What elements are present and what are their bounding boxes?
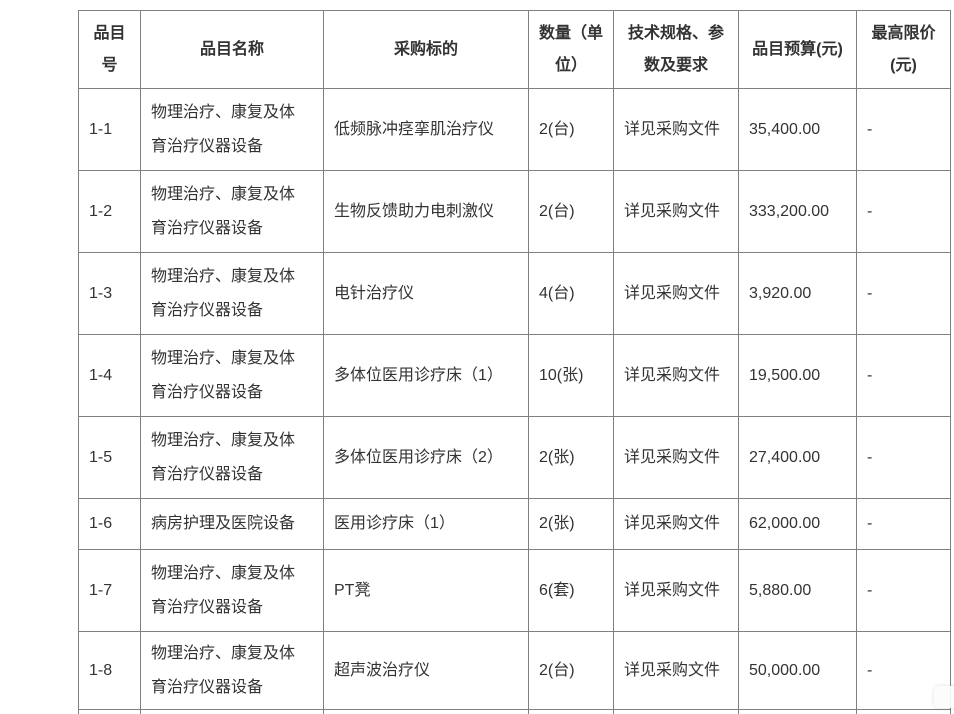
cell-max-price: - [856, 88, 951, 171]
cell-subject: 多体位医用诊疗床（2） [323, 416, 529, 499]
cell-max-price: - [856, 170, 951, 253]
cell-item-name: 物理治疗、康复及体育治疗仪器设备 [140, 334, 324, 417]
cell-max-price: - [856, 631, 951, 710]
header-cell-budget: 品目预算(元) [738, 10, 857, 89]
cell-spec: 详见采购文件 [613, 416, 739, 499]
cell-budget: 19,500.00 [738, 334, 857, 417]
table-row: 1-7 物理治疗、康复及体育治疗仪器设备 PT凳 6(套) 详见采购文件 5,8… [78, 549, 951, 632]
cell-item-name: 病房护理及医院设备 [140, 498, 324, 550]
item-name-text: 病房护理及医院设备 [151, 515, 296, 533]
table-row: 1-6 病房护理及医院设备 医用诊疗床（1） 2(张) 详见采购文件 62,00… [78, 498, 951, 550]
cell-item-name: 物理治疗、康复及体育治疗仪器设备 [140, 631, 324, 710]
item-name-text: 物理治疗、康复及体育治疗仪器设备 [151, 349, 296, 401]
cell-spec: 详见采购文件 [613, 170, 739, 253]
cell-budget: 333,200.00 [738, 170, 857, 253]
item-name-text: 物理治疗、康复及体育治疗仪器设备 [151, 185, 296, 237]
cell-item-name: 物理治疗、康复及体育治疗仪器设备 [140, 549, 324, 632]
cell-subject: 生物反馈助力电刺激仪 [323, 170, 529, 253]
floating-widget[interactable] [934, 686, 954, 708]
header-cell-quantity: 数量（单位） [528, 10, 614, 89]
table-row-partial [78, 709, 951, 714]
procurement-items-table: 品目号 品目名称 采购标的 数量（单位） 技术规格、参数及要求 品目预算(元) … [78, 10, 951, 714]
cell-quantity: 4(台) [528, 252, 614, 335]
cell-budget: 62,000.00 [738, 498, 857, 550]
cell-item-no: 1-3 [78, 252, 141, 335]
cell-item-name: 物理治疗、康复及体育治疗仪器设备 [140, 170, 324, 253]
cell-budget [738, 709, 857, 714]
cell-item-no: 1-7 [78, 549, 141, 632]
cell-item-name [140, 709, 324, 714]
cell-subject [323, 709, 529, 714]
cell-spec: 详见采购文件 [613, 252, 739, 335]
cell-item-no: 1-1 [78, 88, 141, 171]
table-row: 1-2 物理治疗、康复及体育治疗仪器设备 生物反馈助力电刺激仪 2(台) 详见采… [78, 170, 951, 253]
cell-budget: 27,400.00 [738, 416, 857, 499]
cell-item-name: 物理治疗、康复及体育治疗仪器设备 [140, 252, 324, 335]
procurement-table-wrap: 品目号 品目名称 采购标的 数量（单位） 技术规格、参数及要求 品目预算(元) … [78, 10, 951, 714]
cell-max-price: - [856, 498, 951, 550]
header-row: 品目号 品目名称 采购标的 数量（单位） 技术规格、参数及要求 品目预算(元) … [78, 10, 951, 89]
cell-max-price: - [856, 334, 951, 417]
cell-item-no: 1-6 [78, 498, 141, 550]
cell-quantity: 2(张) [528, 416, 614, 499]
table-row: 1-4 物理治疗、康复及体育治疗仪器设备 多体位医用诊疗床（1） 10(张) 详… [78, 334, 951, 417]
cell-subject: PT凳 [323, 549, 529, 632]
item-name-text: 物理治疗、康复及体育治疗仪器设备 [151, 103, 296, 155]
cell-item-no: 1-5 [78, 416, 141, 499]
cell-item-name: 物理治疗、康复及体育治疗仪器设备 [140, 88, 324, 171]
cell-quantity: 2(台) [528, 631, 614, 710]
header-cell-spec: 技术规格、参数及要求 [613, 10, 739, 89]
cell-quantity: 6(套) [528, 549, 614, 632]
cell-max-price [856, 709, 951, 714]
cell-subject: 电针治疗仪 [323, 252, 529, 335]
cell-budget: 35,400.00 [738, 88, 857, 171]
header-spec-text: 技术规格、参数及要求 [627, 24, 724, 74]
item-name-text: 物理治疗、康复及体育治疗仪器设备 [151, 644, 296, 696]
cell-spec [613, 709, 739, 714]
cell-budget: 5,880.00 [738, 549, 857, 632]
cell-subject: 超声波治疗仪 [323, 631, 529, 710]
table-row: 1-1 物理治疗、康复及体育治疗仪器设备 低频脉冲痉挛肌治疗仪 2(台) 详见采… [78, 88, 951, 171]
cell-item-no [78, 709, 141, 714]
cell-item-no: 1-2 [78, 170, 141, 253]
table-row: 1-3 物理治疗、康复及体育治疗仪器设备 电针治疗仪 4(台) 详见采购文件 3… [78, 252, 951, 335]
header-cell-subject: 采购标的 [323, 10, 529, 89]
item-name-text: 物理治疗、康复及体育治疗仪器设备 [151, 431, 296, 483]
cell-spec: 详见采购文件 [613, 88, 739, 171]
cell-max-price: - [856, 252, 951, 335]
table-row: 1-5 物理治疗、康复及体育治疗仪器设备 多体位医用诊疗床（2） 2(张) 详见… [78, 416, 951, 499]
cell-spec: 详见采购文件 [613, 334, 739, 417]
cell-item-name: 物理治疗、康复及体育治疗仪器设备 [140, 416, 324, 499]
cell-spec: 详见采购文件 [613, 498, 739, 550]
cell-item-no: 1-8 [78, 631, 141, 710]
cell-subject: 医用诊疗床（1） [323, 498, 529, 550]
cell-max-price: - [856, 416, 951, 499]
cell-quantity: 10(张) [528, 334, 614, 417]
item-name-text: 物理治疗、康复及体育治疗仪器设备 [151, 564, 296, 616]
cell-subject: 低频脉冲痉挛肌治疗仪 [323, 88, 529, 171]
cell-budget: 3,920.00 [738, 252, 857, 335]
header-cell-item-no: 品目号 [78, 10, 141, 89]
table-row: 1-8 物理治疗、康复及体育治疗仪器设备 超声波治疗仪 2(台) 详见采购文件 … [78, 631, 951, 710]
cell-spec: 详见采购文件 [613, 631, 739, 710]
cell-quantity: 2(台) [528, 170, 614, 253]
cell-subject: 多体位医用诊疗床（1） [323, 334, 529, 417]
item-name-text: 物理治疗、康复及体育治疗仪器设备 [151, 267, 296, 319]
cell-spec: 详见采购文件 [613, 549, 739, 632]
cell-quantity: 2(台) [528, 88, 614, 171]
cell-quantity [528, 709, 614, 714]
header-cell-max-price: 最高限价(元) [856, 10, 951, 89]
cell-item-no: 1-4 [78, 334, 141, 417]
header-cell-item-name: 品目名称 [140, 10, 324, 89]
cell-quantity: 2(张) [528, 498, 614, 550]
cell-max-price: - [856, 549, 951, 632]
cell-budget: 50,000.00 [738, 631, 857, 710]
